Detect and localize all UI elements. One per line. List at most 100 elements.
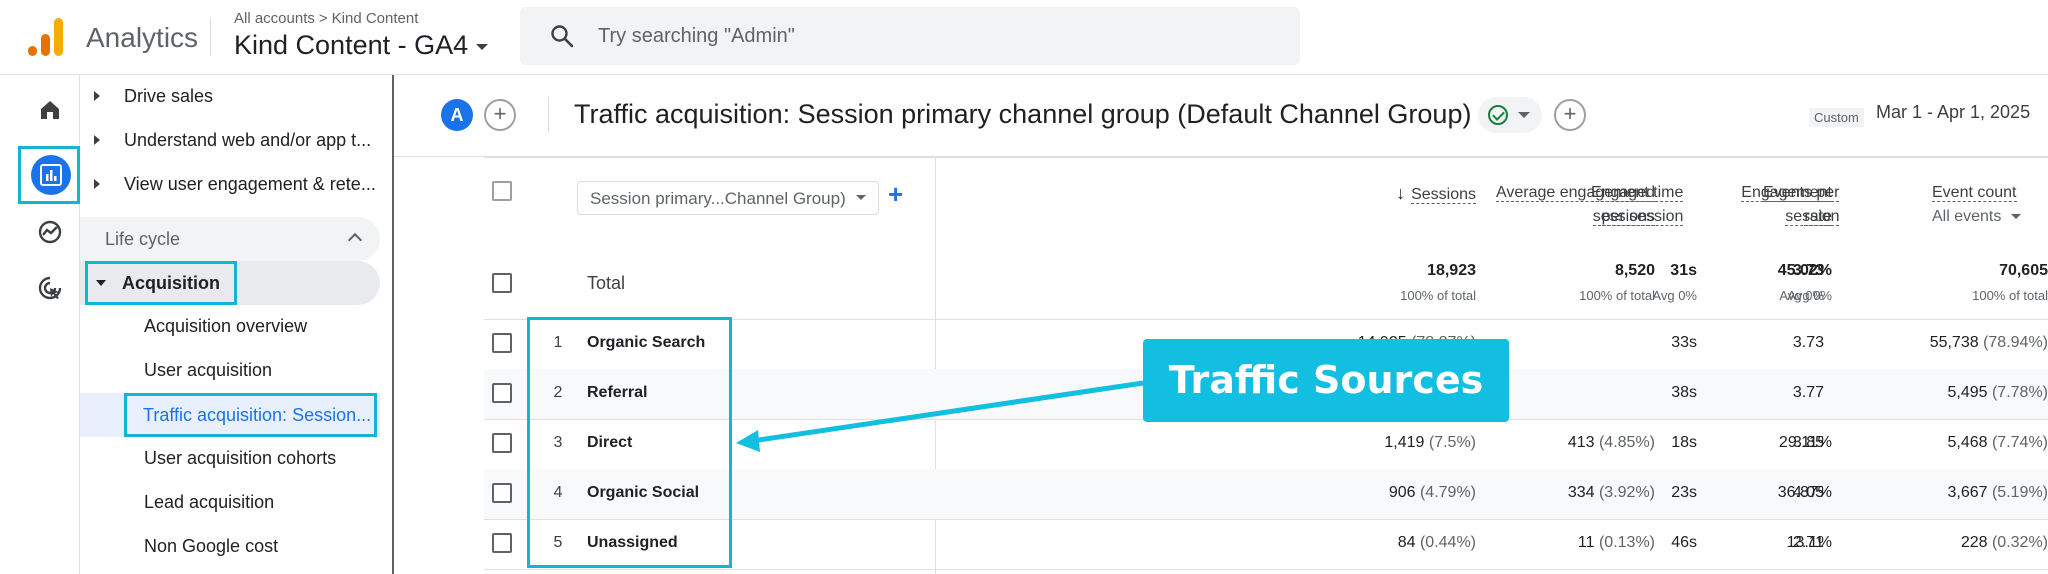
divider	[484, 319, 2048, 320]
expand-arrow-icon	[94, 179, 100, 189]
icon-rail	[18, 75, 80, 574]
breadcrumb[interactable]: All accounts > Kind Content	[234, 10, 418, 27]
row-number: 5	[553, 534, 563, 551]
select-all-checkbox[interactable]	[492, 181, 512, 201]
nav-lead-acquisition[interactable]: Lead acquisition	[144, 492, 275, 512]
row-checkbox[interactable]	[492, 533, 512, 553]
add-comparison-button[interactable]: +	[484, 99, 516, 131]
plus-icon: +	[1563, 101, 1577, 126]
collapse-arrow-icon	[96, 280, 106, 286]
row-number: 2	[553, 384, 563, 401]
cell-avg-time: 18s	[1671, 434, 1697, 451]
column-divider	[935, 157, 936, 574]
analytics-logo-icon[interactable]	[28, 18, 64, 56]
cell-event-count: 5,468 (7.74%)	[1947, 434, 2048, 451]
cell-sessions: 906 (4.79%)	[1388, 484, 1476, 501]
report-status-chip[interactable]	[1478, 97, 1542, 133]
column-sessions[interactable]: ↓ Sessions	[1396, 183, 1476, 204]
cell-engaged: 334 (3.92%)	[1567, 484, 1655, 501]
total-events-per-session: 3.73 Avg 0%	[1779, 262, 1824, 303]
topic-acquisition-background	[80, 261, 380, 305]
date-range-picker[interactable]: Mar 1 - Apr 1, 2025	[1876, 102, 2031, 122]
breadcrumb-separator: >	[318, 10, 328, 27]
cell-events-per-session: 4.05	[1792, 484, 1824, 501]
channel-name[interactable]: Direct	[587, 434, 633, 451]
chevron-down-icon	[2011, 214, 2022, 220]
total-label: Total	[587, 273, 626, 293]
nav-acquisition-overview[interactable]: Acquisition overview	[144, 316, 308, 336]
search-icon	[550, 24, 574, 48]
cell-event-count: 55,738 (78.94%)	[1929, 334, 2048, 351]
home-icon[interactable]	[30, 90, 70, 130]
top-bar: Analytics All accounts > Kind Content Kind…	[0, 0, 2048, 75]
cell-avg-time: 38s	[1671, 384, 1697, 401]
collection-user-engagement[interactable]: View user engagement & rete...	[80, 163, 380, 207]
advertising-icon[interactable]	[30, 268, 70, 308]
chevron-down-icon	[1518, 112, 1530, 118]
nav-traffic-acquisition[interactable]: Traffic acquisition: Session...	[124, 393, 377, 437]
column-events-per-session[interactable]: Events per session	[1763, 184, 1840, 226]
breadcrumb-account[interactable]: Kind Content	[331, 10, 419, 27]
report-navigation: Drive sales Understand web and/or app t.…	[80, 75, 394, 574]
row-checkbox[interactable]	[492, 333, 512, 353]
row-stripe	[484, 469, 2048, 519]
data-table: Session primary...Channel Group) + ↓ Sess…	[394, 157, 2048, 574]
row-number: 1	[553, 334, 563, 351]
column-avg-engagement-time[interactable]: Average engagement time per session	[1496, 184, 1684, 226]
cell-rate: 29.11%	[1778, 434, 1832, 451]
nav-non-google-cost[interactable]: Non Google cost	[144, 536, 279, 556]
chevron-down-icon	[476, 43, 489, 50]
nav-user-acquisition[interactable]: User acquisition	[144, 360, 273, 380]
cell-sessions: 84 (0.44%)	[1397, 534, 1476, 551]
section-life-cycle[interactable]: Life cycle	[80, 217, 380, 261]
column-engagement-rate[interactable]: Engagement rate	[1741, 184, 1832, 226]
column-event-count[interactable]: Event count All events	[1932, 181, 2022, 229]
channel-name[interactable]: Referral	[587, 384, 648, 401]
event-filter-dropdown[interactable]: All events	[1932, 208, 2022, 225]
cell-events-per-session: 3.73	[1792, 334, 1824, 351]
divider	[484, 569, 2048, 570]
total-engaged: 8,520 100% of total	[1579, 262, 1655, 303]
total-avg-time: 31s Avg 0%	[1652, 262, 1697, 303]
divider	[210, 18, 211, 56]
row-number: 4	[553, 484, 563, 501]
channel-name[interactable]: Organic Social	[587, 484, 700, 501]
property-selector[interactable]: Kind Content - GA4	[234, 30, 489, 61]
cell-rate: 13.1%	[1786, 534, 1832, 551]
collection-understand-web[interactable]: Understand web and/or app t...	[80, 119, 380, 163]
comparison-avatar[interactable]: A	[441, 99, 473, 131]
search-input[interactable]	[598, 21, 1238, 51]
cell-events-per-session: 3.77	[1792, 384, 1824, 401]
channel-name[interactable]: Unassigned	[587, 534, 678, 551]
expand-arrow-icon	[94, 135, 100, 145]
reports-icon[interactable]	[31, 155, 71, 195]
check-circle-icon	[1488, 105, 1508, 125]
divider	[484, 519, 2048, 520]
dimension-selector[interactable]: Session primary...Channel Group)	[577, 181, 879, 215]
traffic-sources-callout: Traffic Sources	[1143, 339, 1509, 422]
add-report-button[interactable]: +	[1554, 99, 1586, 131]
topic-acquisition[interactable]: Acquisition	[85, 261, 237, 305]
cell-avg-time: 33s	[1671, 334, 1697, 351]
channel-name[interactable]: Organic Search	[587, 334, 706, 351]
divider	[484, 157, 2048, 158]
nav-user-acquisition-cohorts[interactable]: User acquisition cohorts	[144, 448, 337, 468]
cell-event-count: 3,667 (5.19%)	[1947, 484, 2048, 501]
add-dimension-button[interactable]: +	[888, 179, 904, 209]
sort-down-arrow-icon: ↓	[1396, 183, 1406, 203]
row-checkbox[interactable]	[492, 483, 512, 503]
row-checkbox[interactable]	[492, 383, 512, 403]
search-bar[interactable]	[520, 7, 1300, 65]
collection-drive-sales[interactable]: Drive sales	[80, 75, 380, 119]
cell-events-per-session: 3.85	[1792, 434, 1824, 451]
divider	[548, 97, 549, 133]
cell-event-count: 5,495 (7.78%)	[1947, 384, 2048, 401]
row-checkbox[interactable]	[492, 433, 512, 453]
breadcrumb-root[interactable]: All accounts	[234, 10, 315, 27]
total-checkbox[interactable]	[492, 273, 512, 293]
reports-nav-highlight[interactable]	[18, 146, 80, 204]
cell-events-per-session: 2.71	[1792, 534, 1824, 551]
column-engaged-sessions[interactable]: Engaged sessions	[1590, 184, 1655, 226]
explore-icon[interactable]	[30, 212, 70, 252]
